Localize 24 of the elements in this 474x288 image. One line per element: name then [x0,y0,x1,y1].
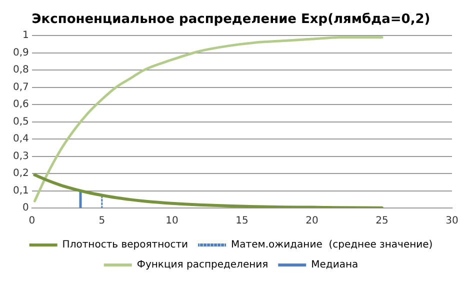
y-tick-label: 0,4 [12,134,29,145]
y-tick-label: 0,8 [12,64,29,76]
line-series [33,173,384,208]
x-tick-label: 5 [98,216,106,227]
legend-label: Матем.ожидание (среднее значение) [231,240,433,251]
y-tick-label: 0,5 [12,116,29,128]
y-tick-label: 1 [22,30,29,42]
legend-label: Функция распределения [136,260,268,271]
y-tick-label: 0,9 [12,47,29,58]
chart-title: Экспоненциальное распределение Exp(лямбда=0,2) [32,12,430,28]
y-tick-label: 0,6 [12,99,29,110]
x-tick-label: 15 [236,216,248,227]
x-tick-label: 30 [446,216,458,227]
x-tick-label: 10 [166,216,178,227]
legend-label: Медиана [311,260,358,271]
x-tick-label: 20 [306,216,318,227]
y-tick-label: 0,2 [12,168,29,180]
x-tick-label: 25 [376,216,388,227]
y-tick-label: 0 [22,202,29,214]
y-tick-label: 0,3 [12,150,29,162]
legend-label: Плотность вероятности [62,240,188,251]
y-tick-label: 0,7 [12,82,29,93]
y-tick-label: 0,1 [12,185,29,196]
line-series [33,36,384,202]
